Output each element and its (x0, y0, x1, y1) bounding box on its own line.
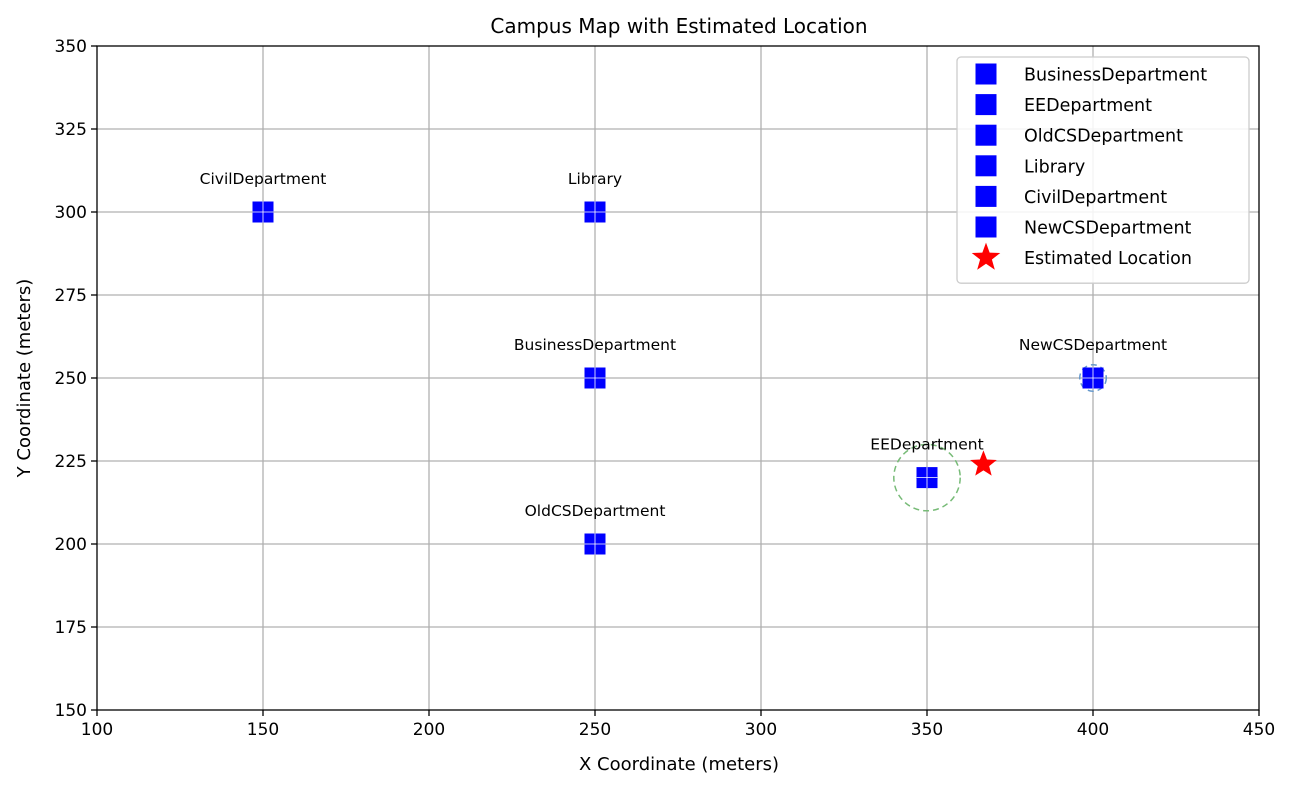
legend-box (956, 56, 1250, 284)
legend-marker-square (975, 124, 997, 146)
legend-entry-civil-department: CivilDepartment (1024, 188, 1167, 208)
x-tick-label: 100 (81, 720, 113, 740)
estimated-location-star (970, 450, 997, 476)
x-tick-label: 450 (1243, 720, 1275, 740)
y-tick-label: 175 (55, 618, 87, 638)
y-tick-label: 350 (55, 37, 87, 57)
y-tick-label: 275 (55, 286, 87, 306)
x-tick-label: 150 (247, 720, 279, 740)
x-tick-label: 200 (413, 720, 445, 740)
y-tick-label: 300 (55, 203, 87, 223)
y-tick-label: 225 (55, 452, 87, 472)
point-label-library: Library (568, 170, 622, 188)
y-tick-label: 250 (55, 369, 87, 389)
legend-marker-square (975, 216, 997, 238)
x-tick-label: 350 (911, 720, 943, 740)
axis-ticks: 100 150 200 250 300 350 400 4501501752002252502… (55, 37, 1276, 740)
legend-entry-eedepartment: EEDepartment (1024, 96, 1152, 116)
legend-entry-old-csdepartment: OldCSDepartment (1024, 127, 1183, 147)
point-label-old-csdepartment: OldCSDepartment (525, 502, 666, 520)
y-tick-label: 150 (55, 701, 87, 721)
range-circle (1078, 363, 1108, 393)
x-tick-label: 400 (1077, 720, 1109, 740)
y-axis-label: Y Coordinate (meters) (14, 279, 35, 479)
legend-marker-square (975, 185, 997, 207)
point-label-new-csdepartment: NewCSDepartment (1019, 336, 1167, 354)
x-tick-label: 300 (745, 720, 777, 740)
point-label-eedepartment: EEDepartment (870, 435, 983, 453)
x-tick-label: 250 (579, 720, 611, 740)
legend-entry-library: Library (1024, 157, 1085, 177)
legend-entry-estimated-location: Estimated Location (1024, 249, 1192, 269)
legend-marker-square (975, 63, 997, 85)
range-circle (893, 443, 961, 512)
legend-marker-star (971, 242, 1001, 270)
legend-entry-new-csdepartment: NewCSDepartment (1024, 219, 1192, 239)
y-tick-label: 200 (55, 535, 87, 555)
legend-marker-square (975, 155, 997, 177)
y-tick-label: 325 (55, 120, 87, 140)
data-points: BusinessDepartment EEDepartment OldCSDepar… (200, 170, 1167, 555)
legend: BusinessDepartment EEDepartment OldCSDepar… (956, 56, 1250, 284)
x-axis-label: X Coordinate (meters) (579, 754, 779, 775)
point-label-civil-department: CivilDepartment (200, 170, 327, 188)
legend-entry-business-department: BusinessDepartment (1024, 66, 1207, 86)
point-label-business-department: BusinessDepartment (514, 336, 676, 354)
legend-marker-square (975, 94, 997, 116)
chart-title: Campus Map with Estimated Location (490, 14, 867, 38)
